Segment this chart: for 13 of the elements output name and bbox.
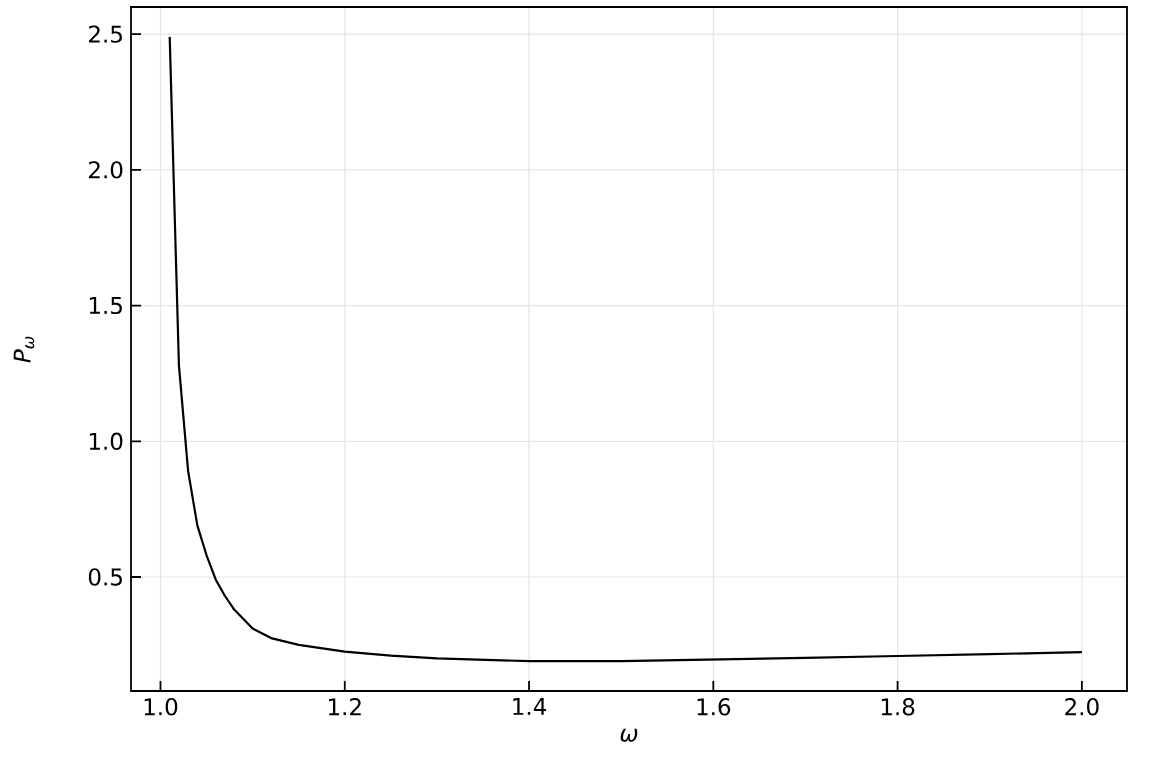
y-tick-label: 2.5: [89, 25, 122, 43]
y-tick-label: 0.5: [88, 568, 122, 586]
y-tick-label: 2.0: [89, 161, 123, 179]
x-tick-label: 1.2: [329, 698, 361, 716]
x-tick-label: 1.6: [697, 698, 731, 716]
y-tick-label: 1.0: [89, 432, 123, 450]
y-axis-title: P$_{ω}$: [13, 336, 35, 363]
x-tick-label: 1.8: [881, 698, 915, 716]
y-tick-label: 1.5: [89, 297, 122, 315]
x-tick-label: 2.0: [1065, 698, 1099, 716]
x-tick-label: 1.0: [144, 698, 178, 716]
x-tick-label: 1.4: [513, 698, 547, 715]
x-axis-title: ω: [620, 728, 638, 742]
